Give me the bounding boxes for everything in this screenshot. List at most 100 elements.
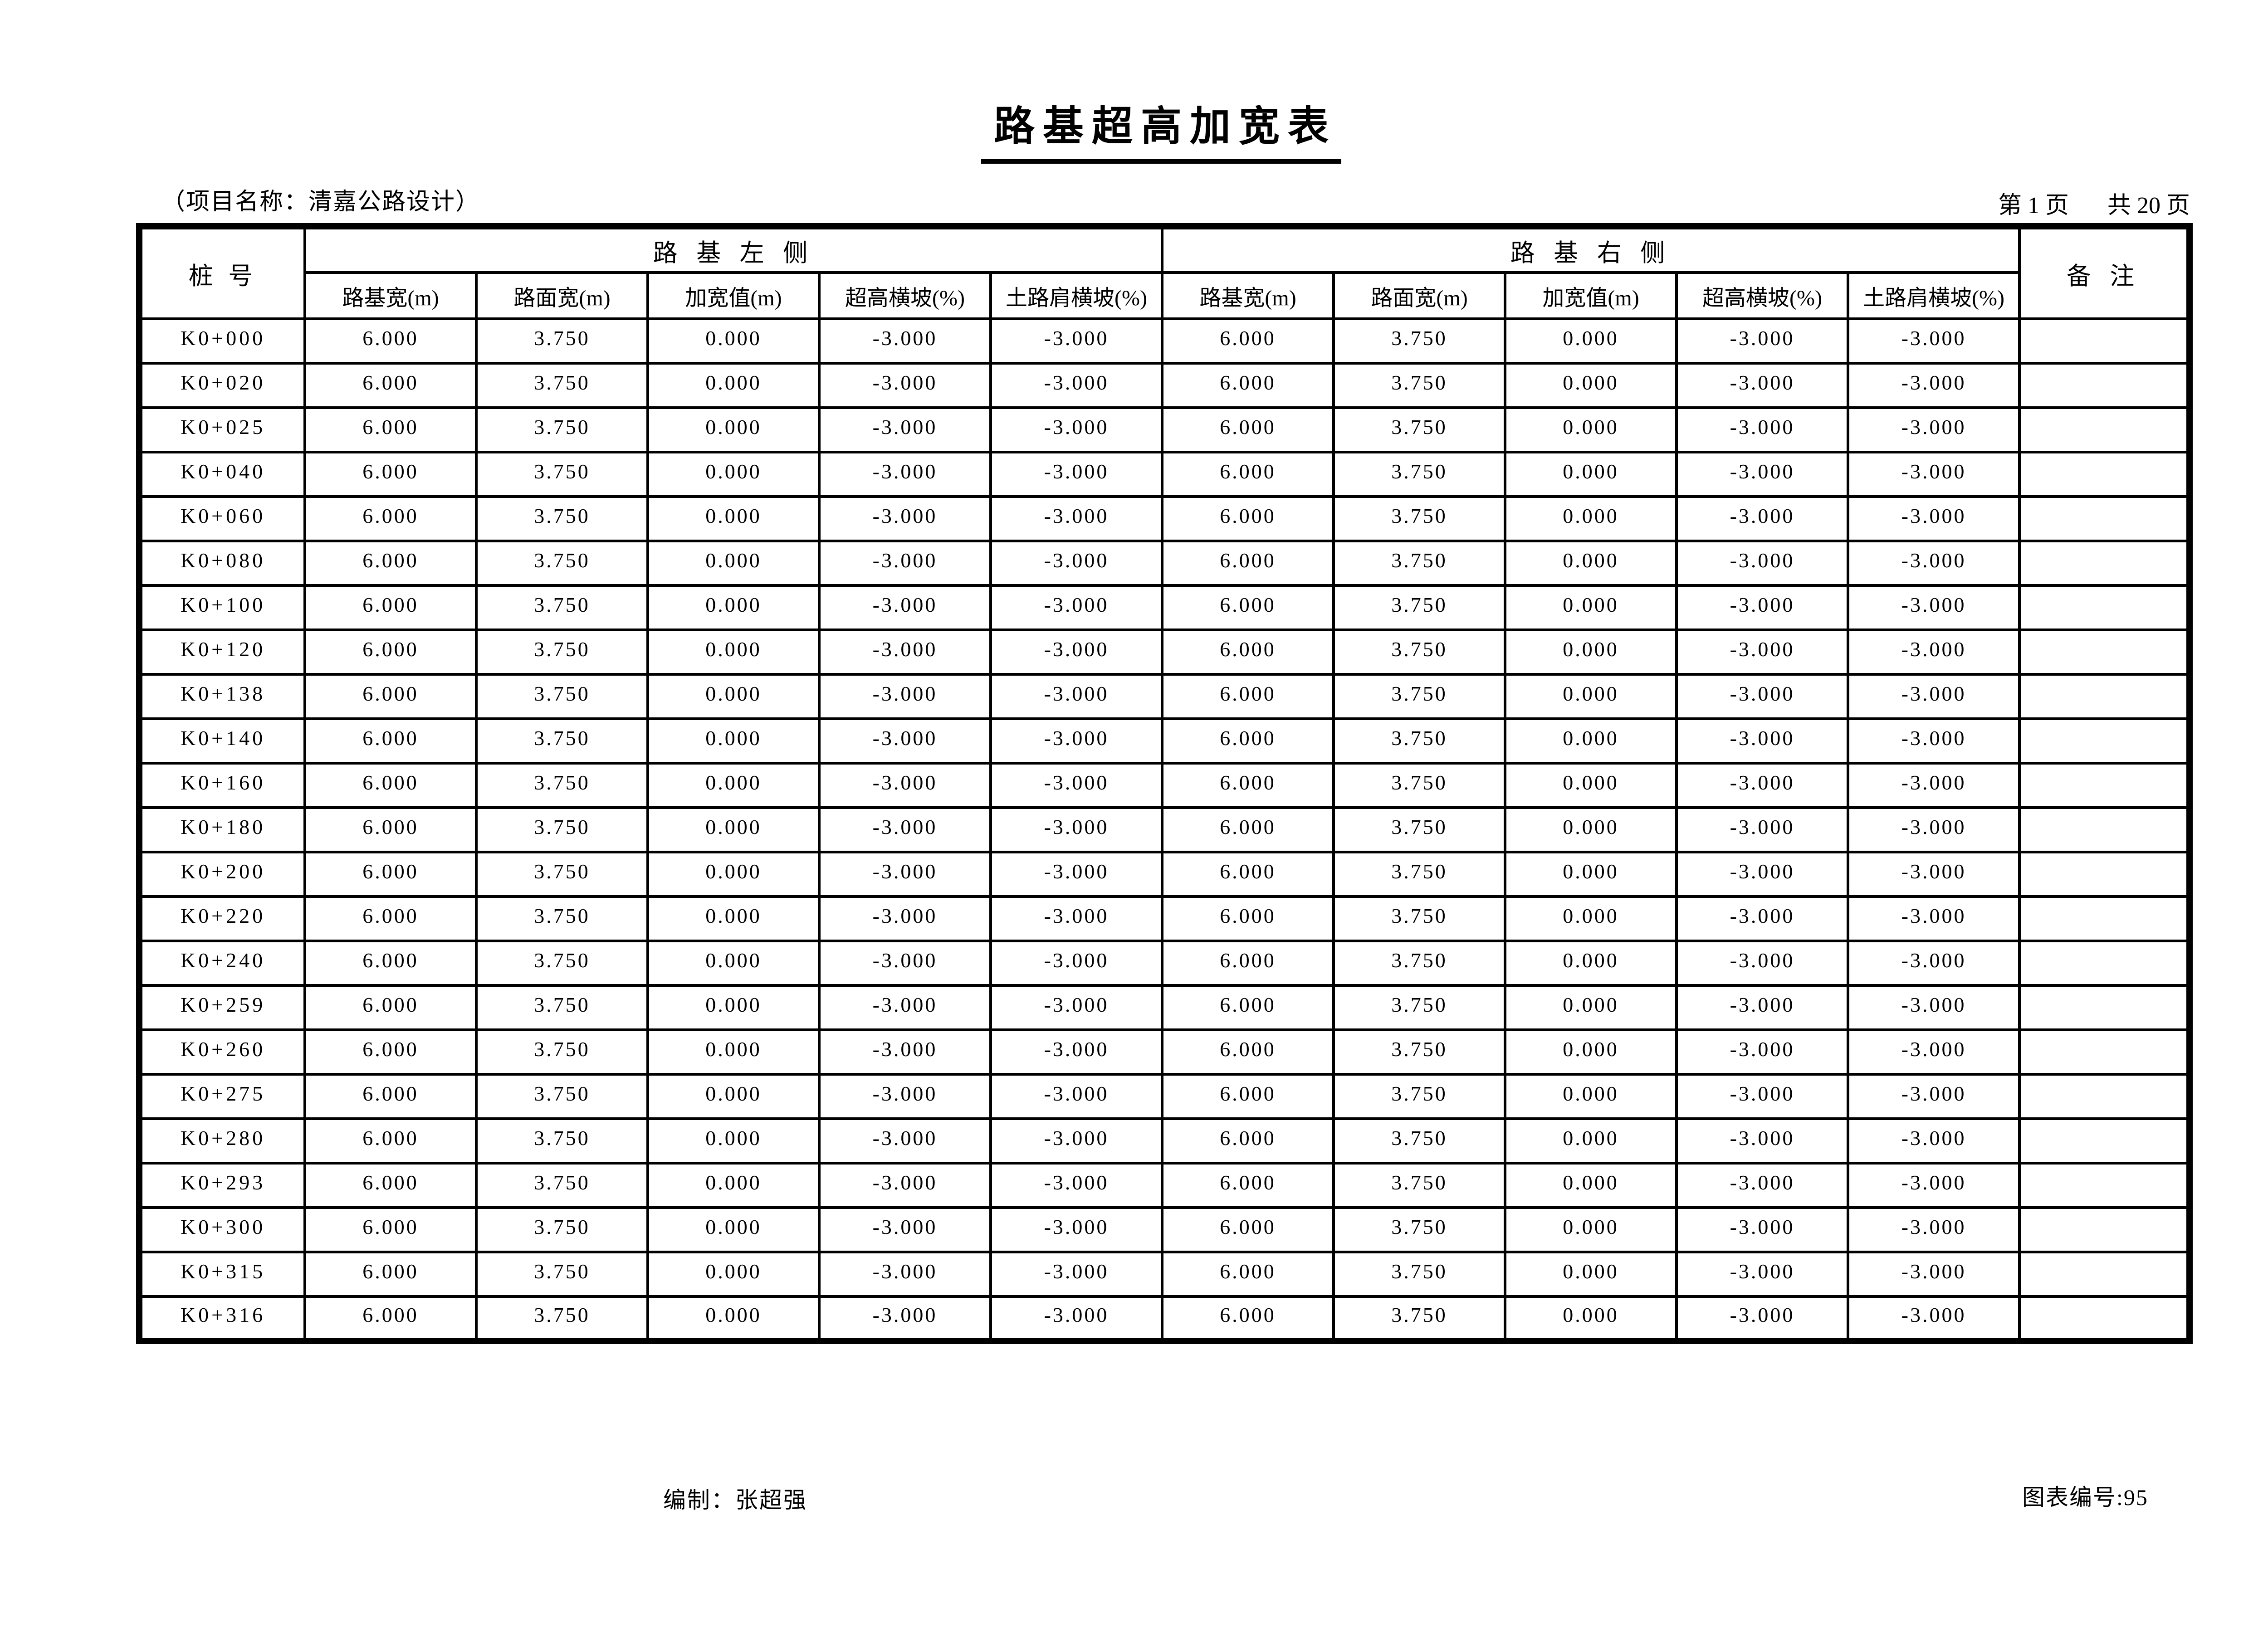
value-cell: 3.750 xyxy=(475,1295,649,1342)
value-cell: 6.000 xyxy=(303,540,478,587)
header-left-superelevation-slope: 超高横坡(%) xyxy=(818,271,992,320)
station-cell: K0+300 xyxy=(138,1206,306,1253)
value-cell: -3.000 xyxy=(1847,895,2021,942)
value-cell: 0.000 xyxy=(646,362,821,409)
table-row: K0+280 6.000 3.750 0.000 -3.000 -3.000 6.000 3.… xyxy=(138,1117,2191,1165)
value-cell: 0.000 xyxy=(646,317,821,365)
value-cell: 0.000 xyxy=(646,1206,821,1253)
remark-cell xyxy=(2018,895,2191,942)
value-cell: -3.000 xyxy=(1847,940,2021,987)
value-cell: 0.000 xyxy=(1504,1073,1678,1120)
value-cell: 0.000 xyxy=(646,806,821,853)
value-cell: 3.750 xyxy=(1332,1206,1507,1253)
value-cell: -3.000 xyxy=(818,1073,992,1120)
value-cell: -3.000 xyxy=(989,984,1164,1031)
value-cell: 3.750 xyxy=(1332,406,1507,453)
header-left-shoulder-slope: 土路肩横坡(%) xyxy=(989,271,1164,320)
value-cell: -3.000 xyxy=(989,406,1164,453)
value-cell: 6.000 xyxy=(303,806,478,853)
value-cell: -3.000 xyxy=(818,584,992,631)
chart-number: 图表编号:95 xyxy=(2022,1485,2148,1510)
station-cell: K0+316 xyxy=(138,1295,306,1342)
value-cell: -3.000 xyxy=(989,1206,1164,1253)
station-cell: K0+293 xyxy=(138,1162,306,1209)
station-cell: K0+025 xyxy=(138,406,306,453)
station-cell: K0+020 xyxy=(138,362,306,409)
station-cell: K0+080 xyxy=(138,540,306,587)
table-row: K0+140 6.000 3.750 0.000 -3.000 -3.000 6.000 3.… xyxy=(138,717,2191,765)
table-row: K0+020 6.000 3.750 0.000 -3.000 -3.000 6.000 3.… xyxy=(138,362,2191,409)
value-cell: 0.000 xyxy=(1504,717,1678,765)
value-cell: -3.000 xyxy=(1847,495,2021,542)
value-cell: -3.000 xyxy=(818,1206,992,1253)
value-cell: 0.000 xyxy=(1504,1162,1678,1209)
value-cell: -3.000 xyxy=(989,317,1164,365)
value-cell: 6.000 xyxy=(1161,895,1335,942)
value-cell: -3.000 xyxy=(989,584,1164,631)
value-cell: 0.000 xyxy=(1504,1117,1678,1165)
value-cell: -3.000 xyxy=(818,1295,992,1342)
value-cell: 0.000 xyxy=(646,673,821,720)
value-cell: 0.000 xyxy=(646,851,821,898)
value-cell: 6.000 xyxy=(303,940,478,987)
value-cell: 6.000 xyxy=(303,495,478,542)
value-cell: 0.000 xyxy=(1504,673,1678,720)
value-cell: -3.000 xyxy=(989,762,1164,809)
value-cell: 3.750 xyxy=(1332,851,1507,898)
value-cell: 6.000 xyxy=(1161,940,1335,987)
value-cell: -3.000 xyxy=(1675,673,1850,720)
value-cell: 6.000 xyxy=(1161,1206,1335,1253)
value-cell: 3.750 xyxy=(1332,984,1507,1031)
value-cell: -3.000 xyxy=(1675,451,1850,498)
value-cell: 3.750 xyxy=(475,1162,649,1209)
value-cell: -3.000 xyxy=(1847,1162,2021,1209)
value-cell: 6.000 xyxy=(303,1251,478,1298)
value-cell: -3.000 xyxy=(1847,1251,2021,1298)
value-cell: -3.000 xyxy=(818,1251,992,1298)
value-cell: 0.000 xyxy=(646,629,821,676)
value-cell: 0.000 xyxy=(1504,629,1678,676)
value-cell: -3.000 xyxy=(989,1295,1164,1342)
station-cell: K0+259 xyxy=(138,984,306,1031)
value-cell: 3.750 xyxy=(475,1251,649,1298)
value-cell: -3.000 xyxy=(989,806,1164,853)
table-row: K0+315 6.000 3.750 0.000 -3.000 -3.000 6.000 3.… xyxy=(138,1251,2191,1298)
value-cell: 6.000 xyxy=(1161,451,1335,498)
value-cell: -3.000 xyxy=(818,362,992,409)
value-cell: 0.000 xyxy=(646,584,821,631)
sub-header-row: 路基宽(m) 路面宽(m) 加宽值(m) 超高横坡(%) 土路肩横坡(%) 路基… xyxy=(139,271,2190,320)
header-left-widening-value: 加宽值(m) xyxy=(646,271,821,320)
value-cell: 3.750 xyxy=(475,362,649,409)
remark-cell xyxy=(2018,495,2191,542)
value-cell: 3.750 xyxy=(475,1028,649,1076)
value-cell: -3.000 xyxy=(1675,495,1850,542)
value-cell: 0.000 xyxy=(1504,1028,1678,1076)
value-cell: 3.750 xyxy=(1332,1295,1507,1342)
value-cell: -3.000 xyxy=(818,1028,992,1076)
table-row: K0+240 6.000 3.750 0.000 -3.000 -3.000 6.000 3.… xyxy=(138,940,2191,987)
value-cell: 0.000 xyxy=(646,1073,821,1120)
table-row: K0+040 6.000 3.750 0.000 -3.000 -3.000 6.000 3.… xyxy=(138,451,2191,498)
page-title: 路基超高加宽表 xyxy=(981,93,1341,164)
value-cell: -3.000 xyxy=(818,940,992,987)
value-cell: 6.000 xyxy=(1161,762,1335,809)
station-cell: K0+040 xyxy=(138,451,306,498)
value-cell: -3.000 xyxy=(818,673,992,720)
value-cell: -3.000 xyxy=(1847,717,2021,765)
value-cell: 3.750 xyxy=(1332,762,1507,809)
station-cell: K0+000 xyxy=(138,317,306,365)
value-cell: 0.000 xyxy=(1504,362,1678,409)
value-cell: 6.000 xyxy=(303,406,478,453)
value-cell: -3.000 xyxy=(818,806,992,853)
value-cell: 6.000 xyxy=(303,1028,478,1076)
header-right-shoulder-slope: 土路肩横坡(%) xyxy=(1847,271,2021,320)
value-cell: 0.000 xyxy=(1504,1295,1678,1342)
value-cell: 3.750 xyxy=(1332,540,1507,587)
value-cell: 0.000 xyxy=(1504,895,1678,942)
value-cell: -3.000 xyxy=(1675,1117,1850,1165)
value-cell: -3.000 xyxy=(989,495,1164,542)
value-cell: -3.000 xyxy=(989,1251,1164,1298)
value-cell: -3.000 xyxy=(1675,1295,1850,1342)
value-cell: -3.000 xyxy=(989,1028,1164,1076)
